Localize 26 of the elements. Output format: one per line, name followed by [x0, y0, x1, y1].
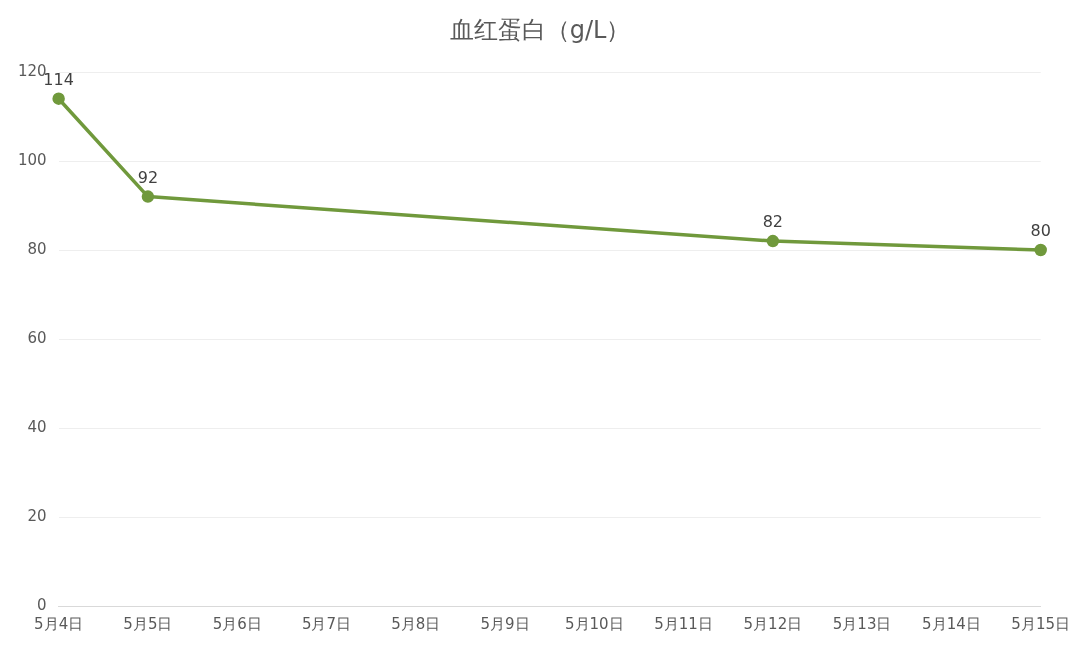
y-tick-label: 100	[17, 150, 47, 169]
y-tick-label: 0	[37, 595, 47, 614]
point	[1034, 243, 1047, 257]
x-tick-label: 5月5日	[123, 614, 173, 633]
data-label: 82	[762, 212, 784, 232]
data-label: 80	[1030, 221, 1051, 241]
x-tick-label: 5月10日	[564, 614, 624, 633]
point	[766, 234, 780, 248]
y-tick-label: 60	[27, 328, 47, 347]
x-tick-label: 5月9日	[480, 614, 530, 633]
y-tick-label: 80	[27, 239, 47, 258]
x-tick-label: 5月8日	[391, 614, 441, 633]
x-tick-label: 5月12日	[743, 614, 803, 633]
point	[52, 92, 65, 105]
x-tick-label: 5月7日	[301, 614, 352, 633]
x-tick-label: 5月14日	[922, 614, 981, 633]
x-tick-label: 5月6日	[212, 614, 262, 633]
x-tick-label: 5月4日	[34, 614, 84, 633]
y-tick-label: 40	[27, 417, 47, 436]
point	[141, 190, 155, 203]
x-tick-label: 5月11日	[654, 614, 713, 633]
data-label: 92	[137, 167, 159, 187]
y-tick-label: 20	[27, 506, 47, 525]
chart-title: 血红蛋白（g/L）	[448, 15, 632, 46]
x-tick-label: 5月13日	[832, 614, 892, 633]
x-tick-label: 5月15日	[1011, 614, 1071, 633]
